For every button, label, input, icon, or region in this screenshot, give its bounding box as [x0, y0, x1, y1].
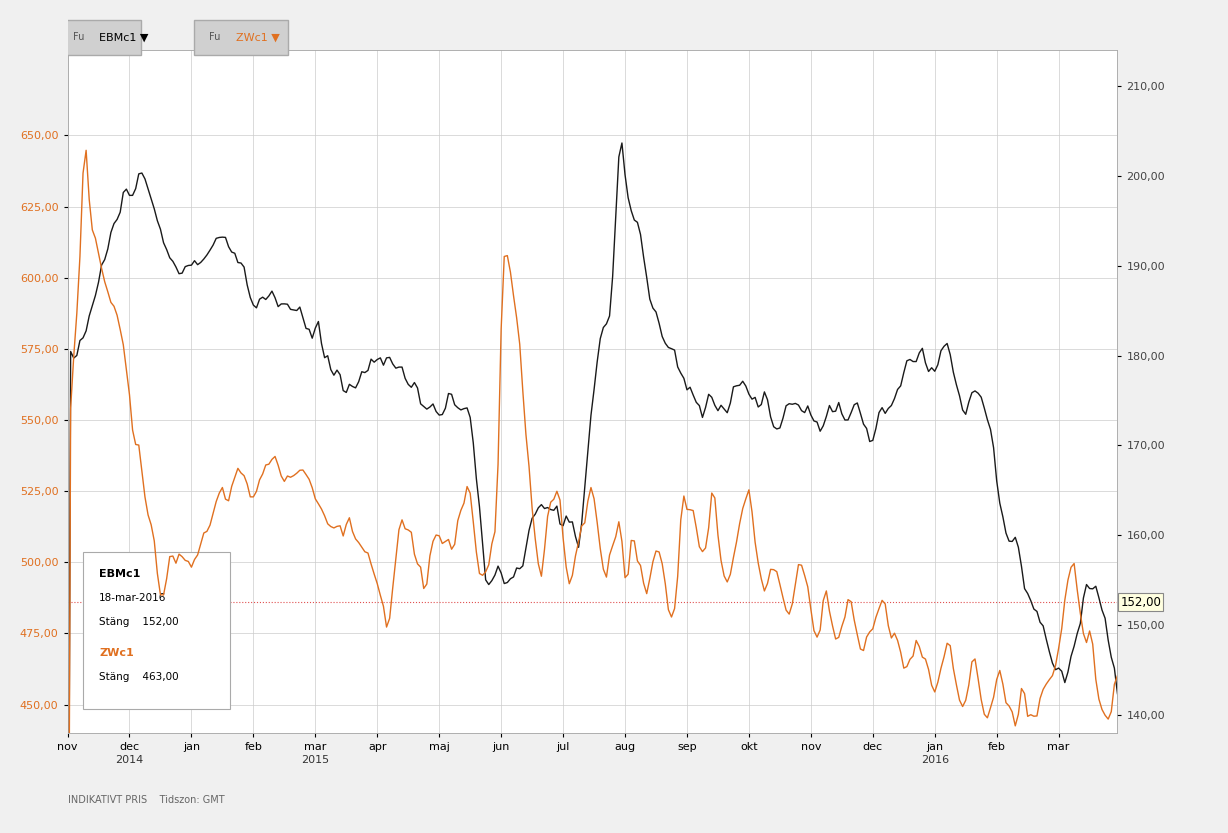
Text: 2016: 2016: [921, 755, 949, 766]
Text: INDIKATIVT PRIS    Tidszon: GMT: INDIKATIVT PRIS Tidszon: GMT: [68, 795, 225, 805]
FancyBboxPatch shape: [84, 552, 231, 709]
Text: 152,00: 152,00: [1120, 596, 1162, 609]
Text: Stäng    463,00: Stäng 463,00: [99, 671, 178, 681]
Text: EBMc1: EBMc1: [99, 569, 140, 579]
FancyBboxPatch shape: [56, 21, 141, 55]
Text: ZWc1 ▼: ZWc1 ▼: [236, 32, 279, 42]
Text: EBMc1 ▼: EBMc1 ▼: [99, 32, 149, 42]
Text: 2014: 2014: [115, 755, 144, 766]
Text: Fu: Fu: [209, 32, 221, 42]
Text: 18-mar-2016: 18-mar-2016: [99, 593, 167, 603]
FancyBboxPatch shape: [194, 21, 289, 55]
Text: 2015: 2015: [301, 755, 329, 766]
Text: Fu: Fu: [72, 32, 85, 42]
Text: ZWc1: ZWc1: [99, 648, 134, 658]
Text: Stäng    152,00: Stäng 152,00: [99, 617, 178, 627]
